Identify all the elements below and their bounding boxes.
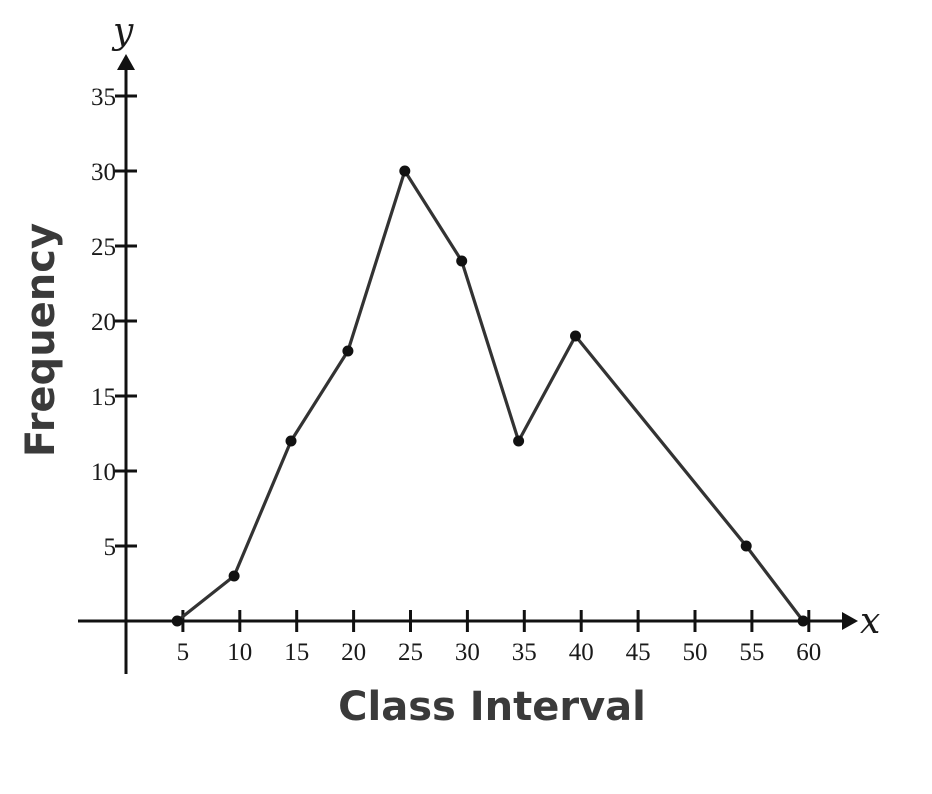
x-tick-label: 20 (341, 639, 366, 666)
y-tick-label: 35 (91, 84, 116, 111)
data-point (228, 570, 240, 582)
y-tick-label: 20 (91, 309, 116, 336)
data-point (171, 615, 183, 627)
series-layer (171, 165, 809, 627)
x-tick-label: 40 (569, 639, 594, 666)
x-tick-label: 25 (398, 639, 423, 666)
data-point (342, 345, 354, 357)
y-tick-label: 30 (91, 159, 116, 186)
x-ticks: 5 10 15 20 25 30 35 40 45 50 55 60 (177, 610, 821, 666)
y-axis-letter: y (111, 11, 134, 52)
data-point (797, 615, 809, 627)
data-point (513, 435, 525, 447)
x-tick-label: 55 (739, 639, 764, 666)
data-point (570, 330, 582, 342)
x-tick-label: 50 (683, 639, 708, 666)
x-axis-title: Class Interval (338, 684, 646, 730)
x-tick-label: 60 (796, 639, 821, 666)
y-axis-title: Frequency (18, 223, 64, 457)
x-tick-label: 45 (626, 639, 651, 666)
y-axis-arrowhead (117, 54, 135, 70)
x-tick-label: 30 (455, 639, 480, 666)
y-tick-label: 15 (91, 384, 116, 411)
y-tick-label: 5 (104, 534, 117, 561)
data-point (740, 540, 752, 552)
data-point (285, 435, 297, 447)
x-tick-label: 15 (284, 639, 309, 666)
x-axis-arrowhead (842, 612, 858, 630)
series-line (176, 169, 805, 623)
x-axis-letter: x (860, 601, 880, 642)
data-point (456, 255, 468, 267)
y-tick-label: 10 (91, 459, 116, 486)
data-point (399, 165, 411, 177)
y-tick-label: 25 (91, 234, 116, 261)
x-tick-label: 5 (177, 639, 190, 666)
x-axis: x (78, 601, 880, 642)
x-tick-label: 10 (227, 639, 252, 666)
x-tick-label: 35 (512, 639, 537, 666)
y-ticks: 5 10 15 20 25 30 35 (91, 84, 137, 561)
